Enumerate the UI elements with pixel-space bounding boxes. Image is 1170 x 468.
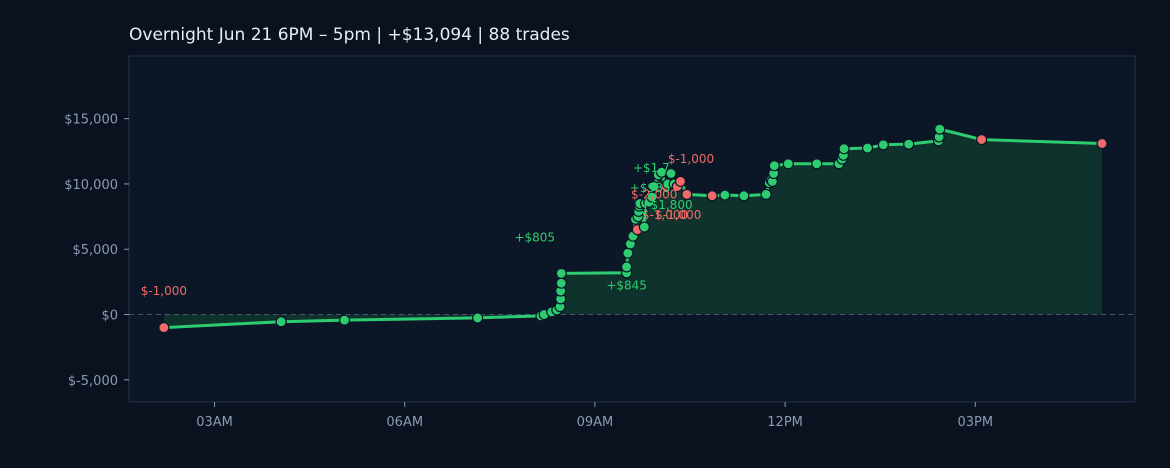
trade-annotation-9: $-1,000: [655, 208, 701, 222]
y-tick-label-2: $5,000: [73, 243, 119, 258]
y-tick-label-0: $-5,000: [68, 374, 118, 389]
x-tick-label-2: 09AM: [577, 415, 614, 430]
trade-point-2[interactable]: [338, 314, 351, 326]
trade-annotation-0: $-1,000: [141, 284, 187, 298]
trade-annotation-6: $-2,000: [631, 187, 677, 201]
trade-point-28[interactable]: [648, 180, 660, 193]
trade-point-52[interactable]: [838, 143, 850, 155]
trade-point-3[interactable]: [472, 312, 484, 324]
trade-annotation-7: +$1,800: [641, 198, 693, 212]
trade-point-60[interactable]: [1096, 137, 1108, 150]
trade-point-47[interactable]: [782, 158, 794, 170]
trade-point-58[interactable]: [934, 123, 946, 135]
trade-point-37[interactable]: [681, 188, 693, 200]
trade-point-54[interactable]: [877, 139, 889, 151]
trade-annotation-3: +$1,7: [633, 161, 670, 175]
trade-point-48[interactable]: [811, 158, 823, 170]
trade-point-0[interactable]: [158, 321, 170, 334]
trade-point-40[interactable]: [738, 190, 750, 202]
x-tick-label-1: 06AM: [386, 415, 423, 430]
trade-point-41[interactable]: [760, 188, 772, 200]
x-tick-label-4: 03PM: [957, 415, 993, 430]
y-tick-label-1: $0: [101, 309, 118, 324]
trade-annotation-4: $-1,000: [668, 152, 714, 166]
trade-point-11[interactable]: [555, 277, 567, 289]
trade-point-24[interactable]: [638, 221, 650, 233]
y-tick-label-4: $15,000: [64, 113, 118, 128]
trade-point-36[interactable]: [674, 175, 687, 187]
trade-point-33[interactable]: [665, 167, 677, 180]
trade-point-38[interactable]: [706, 190, 718, 202]
trade-annotation-2: +$845: [606, 279, 647, 293]
trade-point-59[interactable]: [975, 133, 988, 146]
x-tick-label-3: 12PM: [767, 415, 803, 430]
trade-point-39[interactable]: [719, 189, 731, 201]
trade-point-12[interactable]: [555, 267, 567, 279]
equity-area-fill: [163, 129, 1103, 328]
trade-point-53[interactable]: [861, 142, 874, 154]
trade-annotation-1: +$805: [514, 230, 555, 244]
chart-title: Overnight Jun 21 6PM – 5pm | +$13,094 | …: [129, 25, 570, 45]
x-tick-label-0: 03AM: [196, 415, 233, 430]
trade-point-1[interactable]: [275, 316, 287, 328]
trade-annotation-5: +$985: [630, 181, 671, 195]
trade-point-14[interactable]: [621, 261, 633, 273]
trade-point-15[interactable]: [622, 247, 634, 259]
trade-point-46[interactable]: [768, 160, 780, 172]
trade-point-27[interactable]: [646, 191, 658, 203]
trade-point-55[interactable]: [903, 138, 915, 150]
y-tick-label-3: $10,000: [64, 178, 118, 193]
trade-annotation-8: $-1,000: [642, 208, 688, 222]
